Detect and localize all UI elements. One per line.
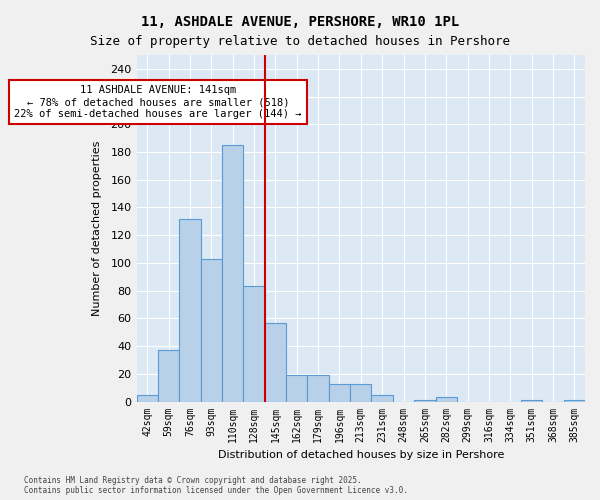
Bar [244, 286, 265, 402]
Text: Contains HM Land Registry data © Crown copyright and database right 2025.
Contai: Contains HM Land Registry data © Crown c… [24, 476, 408, 495]
Bar [436, 398, 457, 402]
Bar [179, 218, 200, 402]
Bar [329, 384, 350, 402]
Bar [222, 145, 244, 402]
Bar [350, 384, 371, 402]
Bar [307, 375, 329, 402]
Bar [414, 400, 436, 402]
Bar [265, 322, 286, 402]
Bar [200, 259, 222, 402]
Text: 11, ASHDALE AVENUE, PERSHORE, WR10 1PL: 11, ASHDALE AVENUE, PERSHORE, WR10 1PL [141, 15, 459, 29]
X-axis label: Distribution of detached houses by size in Pershore: Distribution of detached houses by size … [218, 450, 504, 460]
Bar [286, 375, 307, 402]
Bar [371, 394, 393, 402]
Text: Size of property relative to detached houses in Pershore: Size of property relative to detached ho… [90, 35, 510, 48]
Y-axis label: Number of detached properties: Number of detached properties [92, 140, 102, 316]
Bar [137, 394, 158, 402]
Text: 11 ASHDALE AVENUE: 141sqm
← 78% of detached houses are smaller (518)
22% of semi: 11 ASHDALE AVENUE: 141sqm ← 78% of detac… [14, 86, 302, 118]
Bar [563, 400, 585, 402]
Bar [521, 400, 542, 402]
Bar [158, 350, 179, 402]
